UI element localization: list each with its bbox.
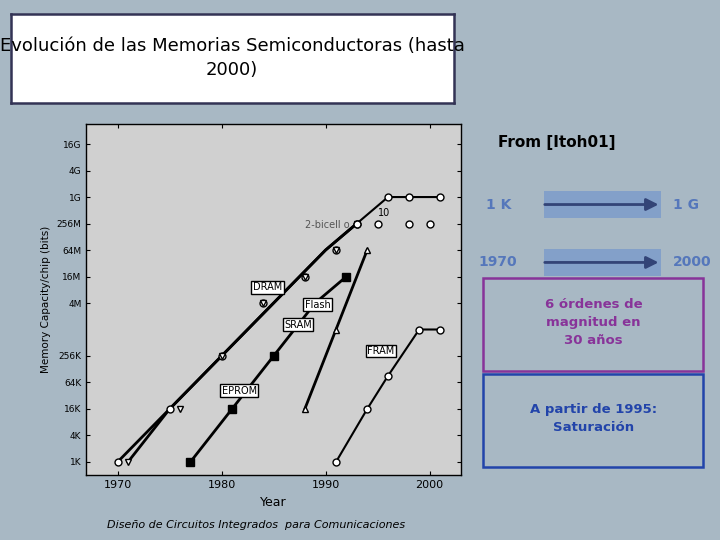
- Text: 1970: 1970: [479, 255, 518, 269]
- Text: Flash: Flash: [305, 300, 330, 309]
- Text: DRAM: DRAM: [253, 282, 282, 293]
- Text: A partir de 1995:
Saturación: A partir de 1995: Saturación: [530, 403, 657, 434]
- Text: SRAM: SRAM: [284, 320, 312, 329]
- Text: 10: 10: [377, 208, 390, 218]
- FancyBboxPatch shape: [544, 191, 661, 218]
- Y-axis label: Memory Capacity/chip (bits): Memory Capacity/chip (bits): [41, 226, 51, 373]
- Text: 2000: 2000: [673, 255, 711, 269]
- Text: 6 órdenes de
magnitud en
30 años: 6 órdenes de magnitud en 30 años: [544, 298, 642, 347]
- Text: Diseño de Circuitos Integrados  para Comunicaciones: Diseño de Circuitos Integrados para Comu…: [107, 520, 405, 530]
- Text: 2-bicell o: 2-bicell o: [305, 220, 349, 230]
- Text: From [Itoh01]: From [Itoh01]: [498, 135, 615, 150]
- Text: Evolución de las Memorias Semiconductoras (hasta
2000): Evolución de las Memorias Semiconductora…: [0, 37, 464, 79]
- FancyBboxPatch shape: [544, 249, 661, 276]
- Text: FRAM: FRAM: [367, 346, 395, 356]
- Text: 1 K: 1 K: [486, 198, 511, 212]
- Text: EPROM: EPROM: [222, 386, 257, 396]
- Text: 1 G: 1 G: [673, 198, 699, 212]
- X-axis label: Year: Year: [261, 496, 287, 509]
